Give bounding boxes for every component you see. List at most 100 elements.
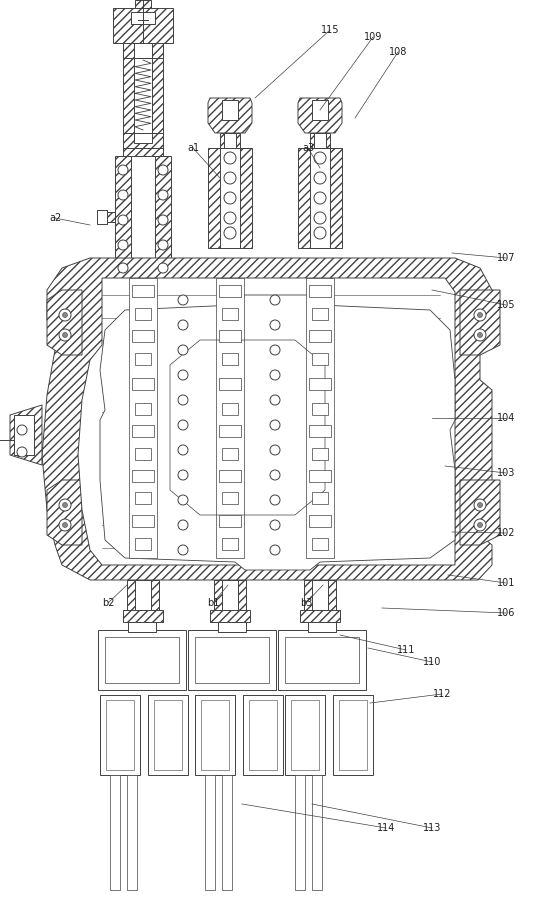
Bar	[249, 700, 277, 770]
Circle shape	[178, 320, 188, 330]
Bar	[135, 538, 151, 550]
Circle shape	[62, 523, 67, 527]
Polygon shape	[47, 290, 82, 355]
Text: b3: b3	[300, 598, 312, 608]
Circle shape	[270, 420, 280, 430]
Text: 107: 107	[497, 253, 515, 263]
Bar	[132, 425, 154, 437]
Circle shape	[478, 523, 482, 527]
Polygon shape	[10, 405, 42, 465]
Bar	[222, 580, 238, 610]
Text: a2: a2	[49, 213, 61, 223]
Bar	[222, 492, 238, 504]
Bar	[309, 470, 331, 482]
Bar	[128, 622, 156, 632]
Bar	[127, 775, 137, 890]
Bar	[222, 100, 238, 120]
Bar	[278, 630, 366, 690]
Circle shape	[224, 227, 236, 239]
Circle shape	[314, 172, 326, 184]
Circle shape	[17, 425, 27, 435]
Bar	[219, 425, 241, 437]
Polygon shape	[298, 98, 342, 133]
Bar	[243, 695, 283, 775]
Bar	[123, 133, 163, 148]
Circle shape	[478, 333, 482, 338]
Circle shape	[474, 519, 486, 531]
Bar	[123, 610, 163, 622]
Bar	[135, 403, 151, 415]
Bar	[216, 278, 244, 558]
Circle shape	[118, 215, 128, 225]
Bar	[312, 538, 328, 550]
Polygon shape	[460, 290, 500, 355]
Bar	[134, 58, 152, 133]
Bar	[300, 610, 340, 622]
Circle shape	[158, 190, 168, 200]
Bar	[308, 622, 336, 632]
Circle shape	[270, 545, 280, 555]
Bar	[98, 630, 186, 690]
Bar	[135, 353, 151, 365]
Bar	[309, 330, 331, 342]
Circle shape	[178, 420, 188, 430]
Bar	[314, 133, 326, 148]
Text: b2: b2	[102, 598, 114, 608]
Circle shape	[118, 263, 128, 273]
Circle shape	[62, 503, 67, 507]
Circle shape	[270, 320, 280, 330]
Bar	[208, 148, 252, 248]
Text: 114: 114	[377, 823, 395, 833]
Circle shape	[178, 445, 188, 455]
Bar	[132, 470, 154, 482]
Bar	[127, 580, 159, 610]
Circle shape	[270, 470, 280, 480]
Circle shape	[59, 329, 71, 341]
Bar	[188, 630, 276, 690]
Circle shape	[270, 370, 280, 380]
Bar	[220, 148, 240, 248]
Bar	[134, 43, 152, 58]
Circle shape	[59, 519, 71, 531]
Bar	[97, 210, 107, 224]
Bar	[219, 378, 241, 390]
Bar	[310, 133, 330, 148]
Bar	[312, 448, 328, 460]
Bar	[304, 580, 336, 610]
Circle shape	[62, 333, 67, 338]
Circle shape	[224, 172, 236, 184]
Circle shape	[62, 313, 67, 317]
Bar	[309, 515, 331, 527]
Bar	[214, 580, 246, 610]
Circle shape	[118, 165, 128, 175]
Circle shape	[59, 499, 71, 511]
Circle shape	[270, 445, 280, 455]
Text: 105: 105	[497, 300, 515, 310]
Bar	[312, 775, 322, 890]
Bar	[14, 415, 34, 455]
Bar	[123, 43, 163, 58]
Bar	[312, 308, 328, 320]
Bar	[309, 285, 331, 297]
Bar	[129, 278, 157, 558]
Circle shape	[178, 545, 188, 555]
Bar	[295, 775, 305, 890]
Bar	[100, 695, 140, 775]
Circle shape	[178, 395, 188, 405]
Bar	[218, 622, 246, 632]
Bar	[220, 133, 240, 148]
Circle shape	[314, 152, 326, 164]
Circle shape	[178, 295, 188, 305]
Circle shape	[270, 295, 280, 305]
Bar	[123, 58, 163, 133]
Circle shape	[224, 192, 236, 204]
Bar	[312, 100, 328, 120]
Circle shape	[118, 190, 128, 200]
Polygon shape	[78, 278, 455, 565]
Bar	[195, 637, 269, 683]
Polygon shape	[208, 98, 252, 133]
Bar	[135, 308, 151, 320]
Bar	[101, 212, 115, 222]
Circle shape	[158, 263, 168, 273]
Circle shape	[158, 240, 168, 250]
